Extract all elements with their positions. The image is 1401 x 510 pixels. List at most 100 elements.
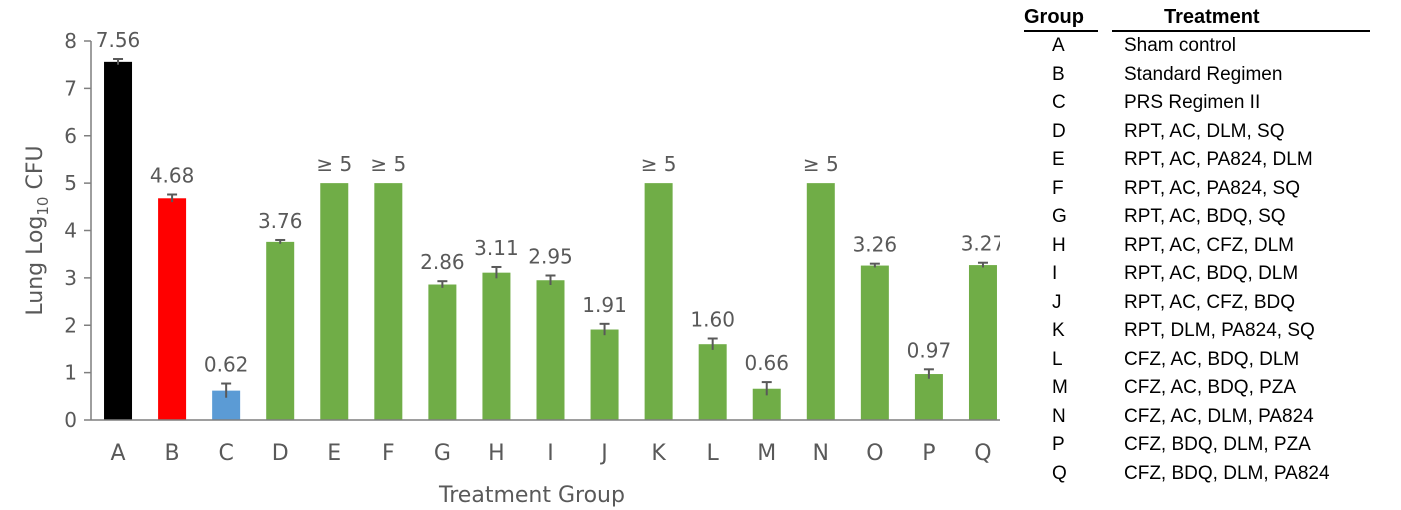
- bar-B: [158, 198, 187, 420]
- bar-E: [320, 183, 349, 420]
- legend-row: H RPT, AC, CFZ, DLM: [1020, 235, 1395, 264]
- legend-row: G RPT, AC, BDQ, SQ: [1020, 206, 1395, 235]
- legend-row: I RPT, AC, BDQ, DLM: [1020, 263, 1395, 292]
- y-tick-label: 4: [64, 219, 77, 243]
- legend-group-letter: A: [1052, 35, 1065, 56]
- legend-group-letter: J: [1052, 291, 1062, 313]
- x-tick-label-H: H: [488, 441, 505, 466]
- y-tick-label: 2: [64, 313, 77, 337]
- legend-group-letter: L: [1052, 348, 1063, 370]
- y-axis-title-subscript: 10: [34, 197, 52, 216]
- data-label-O: 3.26: [853, 233, 898, 257]
- data-label-P: 0.97: [907, 338, 952, 362]
- bar-D: [266, 241, 295, 420]
- data-label-F: ≥ 5: [370, 152, 406, 176]
- legend-group-letter: F: [1052, 177, 1064, 199]
- data-label-H: 3.11: [474, 236, 519, 260]
- legend-treatment: RPT, AC, PA824, SQ: [1124, 177, 1301, 199]
- legend-treatment: Standard Regimen: [1124, 63, 1283, 85]
- legend-row: B Standard Regimen: [1020, 64, 1395, 93]
- legend-group-letter: G: [1052, 206, 1067, 227]
- legend-treatment: RPT, AC, BDQ, DLM: [1124, 263, 1299, 284]
- legend-row: A Sham control: [1020, 35, 1395, 64]
- x-tick-label-N: N: [813, 441, 829, 466]
- data-label-D: 3.76: [258, 209, 303, 233]
- data-label-A: 7.56: [96, 28, 141, 52]
- bar-chart: Lung Log10 CFU 0 1 2 3 4 5 6 7 8 7.56 4.68 0.62 3.7…: [23, 28, 1000, 508]
- bar-L: [698, 344, 727, 420]
- x-tick-label-G: G: [434, 441, 451, 466]
- legend-group-letter: Q: [1052, 462, 1067, 484]
- bar-O: [860, 265, 889, 420]
- bar-G: [428, 284, 457, 420]
- data-label-L: 1.60: [690, 308, 735, 332]
- x-tick-label-M: M: [757, 441, 776, 466]
- data-label-B: 4.68: [150, 163, 195, 187]
- x-tick-label-L: L: [707, 441, 720, 466]
- x-axis-title: Treatment Group: [438, 483, 625, 508]
- legend-treatment: RPT, AC, BDQ, SQ: [1124, 206, 1286, 227]
- x-tick-label-F: F: [382, 441, 395, 466]
- legend-row: D RPT, AC, DLM, SQ: [1020, 121, 1395, 150]
- legend-treatment: PRS Regimen II: [1124, 92, 1261, 113]
- bar-I: [536, 280, 565, 420]
- legend-row: K RPT, DLM, PA824, SQ: [1020, 320, 1395, 349]
- legend-treatment: CFZ, AC, BDQ, DLM: [1124, 348, 1300, 370]
- legend-group-letter: N: [1052, 405, 1066, 427]
- data-label-E: ≥ 5: [316, 152, 352, 176]
- legend-treatment: CFZ, AC, DLM, PA824: [1124, 405, 1314, 427]
- legend-treatment: RPT, AC, DLM, SQ: [1124, 120, 1285, 142]
- legend-group-header: Group: [1024, 6, 1084, 28]
- data-label-N: ≥ 5: [803, 152, 839, 176]
- y-tick-label: 8: [64, 29, 77, 53]
- x-tick-label-B: B: [165, 441, 180, 466]
- data-label-I: 2.95: [528, 245, 573, 269]
- y-axis-title-main: Lung Log: [23, 216, 48, 316]
- y-tick-label: 3: [64, 266, 77, 290]
- legend-header: Group Treatment: [1020, 6, 1395, 32]
- legend-treatment: RPT, AC, CFZ, BDQ: [1124, 291, 1296, 313]
- group-header-underline: [1024, 30, 1098, 32]
- data-label-K: ≥ 5: [641, 152, 677, 176]
- x-axis-ticks: A B C D E F G H I J K L M N O P Q: [91, 419, 1000, 466]
- data-label-M: 0.66: [744, 351, 789, 375]
- y-tick-label: 7: [64, 76, 77, 100]
- x-tick-label-A: A: [110, 441, 125, 466]
- y-axis-title-unit: CFU: [23, 145, 48, 196]
- legend-group-letter: K: [1052, 320, 1065, 341]
- legend-row: F RPT, AC, PA824, SQ: [1020, 178, 1395, 207]
- bar-J: [590, 329, 619, 420]
- legend-group-letter: C: [1052, 92, 1066, 113]
- treatment-legend: Group Treatment A Sham control B Standard R…: [1020, 6, 1395, 491]
- legend-treatment: Sham control: [1124, 35, 1236, 56]
- bar-A: [104, 61, 133, 420]
- x-tick-label-D: D: [272, 441, 289, 466]
- y-axis-title: Lung Log10 CFU: [23, 145, 52, 315]
- legend-group-letter: H: [1052, 234, 1066, 256]
- x-tick-label-K: K: [651, 441, 666, 466]
- legend-row: P CFZ, BDQ, DLM, PZA: [1020, 434, 1395, 463]
- legend-group-letter: B: [1052, 63, 1065, 85]
- legend-row: J RPT, AC, CFZ, BDQ: [1020, 292, 1395, 321]
- legend-treatment: CFZ, AC, BDQ, PZA: [1124, 377, 1297, 398]
- legend-group-letter: M: [1052, 377, 1068, 398]
- legend-row: N CFZ, AC, DLM, PA824: [1020, 406, 1395, 435]
- legend-group-letter: D: [1052, 120, 1066, 142]
- data-label-J: 1.91: [582, 293, 627, 317]
- bar-H: [482, 272, 511, 420]
- bar-F: [374, 183, 403, 420]
- bar-P: [914, 374, 943, 420]
- x-tick-label-Q: Q: [974, 441, 991, 466]
- legend-row: Q CFZ, BDQ, DLM, PA824: [1020, 463, 1395, 492]
- x-tick-label-O: O: [866, 441, 883, 466]
- legend-treatment: RPT, AC, PA824, DLM: [1124, 149, 1313, 170]
- legend-treatment: RPT, DLM, PA824, SQ: [1124, 320, 1315, 341]
- y-axis-ticks: 0 1 2 3 4 5 6 7 8: [64, 29, 92, 432]
- y-tick-label: 0: [64, 408, 77, 432]
- y-tick-label: 1: [64, 361, 77, 385]
- legend-row: C PRS Regimen II: [1020, 92, 1395, 121]
- legend-group-letter: E: [1052, 149, 1065, 170]
- x-tick-label-I: I: [547, 441, 554, 466]
- legend-treatment-header: Treatment: [1164, 6, 1260, 28]
- y-tick-label: 5: [64, 171, 77, 195]
